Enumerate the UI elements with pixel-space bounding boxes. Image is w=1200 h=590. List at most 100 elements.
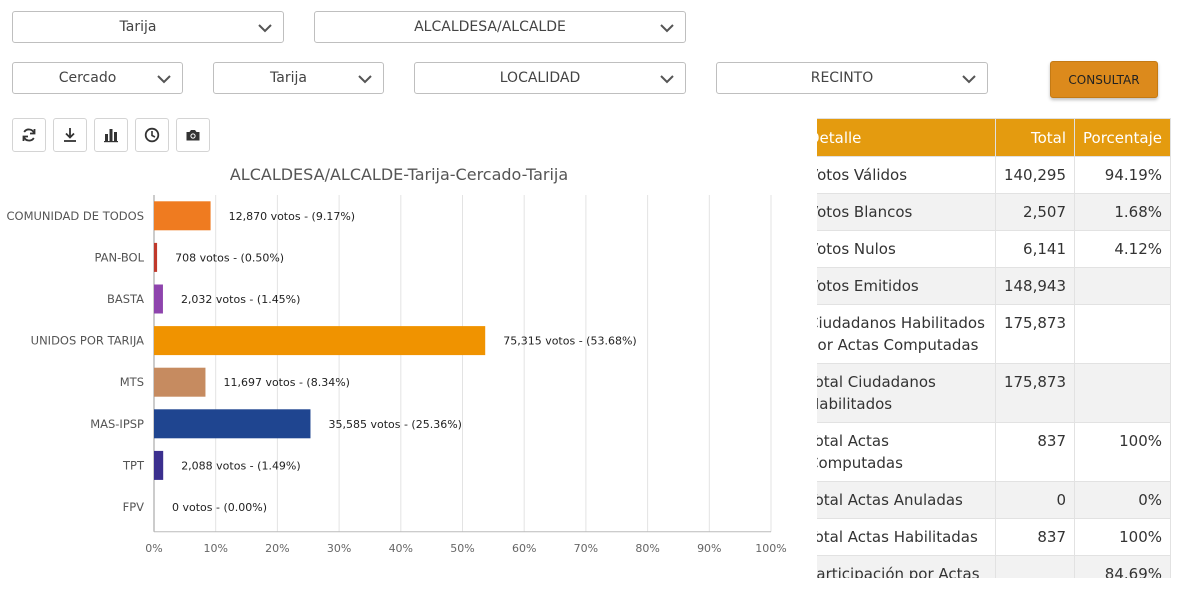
municipio-select[interactable]: Tarija (213, 62, 384, 94)
results-table: Detalle Total Porcentaje Votos Válidos14… (817, 118, 1171, 578)
row-label: Total Actas Anuladas (817, 481, 996, 519)
recinto-value: RECINTO (810, 70, 874, 86)
x-tick-label: 100% (755, 542, 786, 555)
chart-x-ticks: 0% 10% 20% 30% 40% 50% 60% 70% 80% 90% 100% (145, 542, 786, 555)
row-label: Votos Válidos (817, 156, 996, 194)
row-label: Participación por Actas Computadas (817, 555, 996, 578)
chart-bars (154, 201, 486, 480)
departamento-value: Tarija (119, 19, 157, 35)
table-row: Votos Blancos 2,507 1.68% (817, 193, 1171, 231)
header-porcentaje: Porcentaje (1074, 118, 1171, 157)
results-table-panel: Detalle Total Porcentaje Votos Válidos14… (817, 118, 1189, 578)
category-label: TPT (122, 458, 145, 472)
x-tick-label: 10% (203, 542, 227, 555)
row-percentage: 94.19% (1074, 156, 1171, 194)
row-label: Votos Emitidos (817, 267, 996, 305)
camera-icon (186, 130, 200, 141)
localidad-select[interactable]: LOCALIDAD (414, 62, 686, 94)
table-row: Participación por Actas Computadas 84.69% (817, 555, 1171, 578)
row-total: 0 (994, 481, 1076, 519)
category-label: FPV (123, 500, 145, 514)
bar-tpt (154, 450, 164, 480)
row-label: Total Actas Computadas (817, 422, 996, 482)
x-tick-label: 70% (574, 542, 598, 555)
screenshot-button[interactable] (176, 118, 210, 152)
bar-basta (154, 284, 163, 314)
row-total: 837 (994, 518, 1076, 556)
chart-categories: COMUNIDAD DE TODOS PAN-BOL BASTA UNIDOS POR… (6, 209, 144, 514)
row-percentage: 4.12% (1074, 230, 1171, 268)
category-label: COMUNIDAD DE TODOS (6, 209, 144, 223)
bar-comunidad-de-todos (154, 201, 211, 231)
row-label: Total Actas Habilitadas (817, 518, 996, 556)
bar-mas-ipsp (154, 409, 311, 439)
data-label: 708 votos - (0.50%) (175, 251, 284, 264)
table-header-row: Detalle Total Porcentaje (817, 118, 1171, 157)
row-percentage (1074, 267, 1171, 305)
table-row: Total Actas Anuladas 0 0% (817, 481, 1171, 519)
chevron-down-icon (258, 24, 272, 33)
x-tick-label: 50% (450, 542, 474, 555)
chart-grid (153, 195, 772, 533)
chart-title: ALCALDESA/ALCALDE-Tarija-Cercado-Tarija (230, 165, 568, 184)
municipio-value: Tarija (270, 70, 307, 86)
chevron-down-icon (358, 75, 372, 84)
refresh-button[interactable] (12, 118, 46, 152)
localidad-value: LOCALIDAD (499, 70, 581, 86)
header-detalle: Detalle (817, 118, 996, 157)
x-tick-label: 80% (635, 542, 659, 555)
provincia-select[interactable]: Cercado (12, 62, 183, 94)
data-label: 12,870 votos - (9.17%) (229, 210, 356, 223)
clock-icon (144, 127, 160, 143)
download-button[interactable] (53, 118, 87, 152)
data-label: 2,032 votos - (1.45%) (181, 293, 301, 306)
x-tick-label: 30% (327, 542, 351, 555)
table-row: Votos Válidos 140,295 94.19% (817, 156, 1171, 194)
chevron-down-icon (962, 75, 976, 84)
x-tick-label: 40% (389, 542, 413, 555)
x-tick-label: 20% (265, 542, 289, 555)
row-total (994, 555, 1076, 578)
row-total: 148,943 (994, 267, 1076, 305)
chart-data-labels: 12,870 votos - (9.17%) 708 votos - (0.50%… (172, 210, 637, 514)
row-percentage: 100% (1074, 422, 1171, 482)
row-percentage: 1.68% (1074, 193, 1171, 231)
history-button[interactable] (135, 118, 169, 152)
header-total: Total (994, 118, 1076, 157)
recinto-select[interactable]: RECINTO (716, 62, 988, 94)
provincia-value: Cercado (58, 70, 117, 86)
category-label: MTS (120, 375, 144, 389)
data-label: 11,697 votos - (8.34%) (223, 376, 350, 389)
consultar-button[interactable]: CONSULTAR (1050, 61, 1158, 98)
chevron-down-icon (660, 75, 674, 84)
refresh-icon (22, 128, 36, 142)
download-icon (64, 128, 76, 142)
row-label: Votos Nulos (817, 230, 996, 268)
table-body: Votos Válidos 140,295 94.19% Votos Blancos 2… (817, 156, 1171, 578)
category-label: UNIDOS POR TARIJA (31, 334, 144, 348)
category-label: PAN-BOL (94, 250, 144, 264)
row-percentage (1074, 304, 1171, 364)
row-percentage (1074, 363, 1171, 423)
cargo-value: ALCALDESA/ALCALDE (414, 19, 566, 35)
row-total: 2,507 (994, 193, 1076, 231)
row-label: Total Ciudadanos Habilitados (817, 363, 996, 423)
departamento-select[interactable]: Tarija (12, 11, 284, 43)
chevron-down-icon (660, 24, 674, 33)
data-label: 35,585 votos - (25.36%) (328, 418, 462, 431)
row-percentage: 84.69% (1074, 555, 1171, 578)
row-total: 837 (994, 422, 1076, 482)
table-row: Ciudadanos Habilitados por Actas Computa… (817, 304, 1171, 364)
chevron-down-icon (157, 75, 171, 84)
cargo-select[interactable]: ALCALDESA/ALCALDE (314, 11, 686, 43)
row-label: Ciudadanos Habilitados por Actas Computa… (817, 304, 996, 364)
row-total: 140,295 (994, 156, 1076, 194)
table-row: Total Ciudadanos Habilitados175,873 (817, 363, 1171, 423)
table-row: Votos Emitidos 148,943 (817, 267, 1171, 305)
row-label: Votos Blancos (817, 193, 996, 231)
chart-button[interactable] (94, 118, 128, 152)
bar-mts (154, 367, 206, 397)
row-total: 175,873 (994, 304, 1076, 364)
